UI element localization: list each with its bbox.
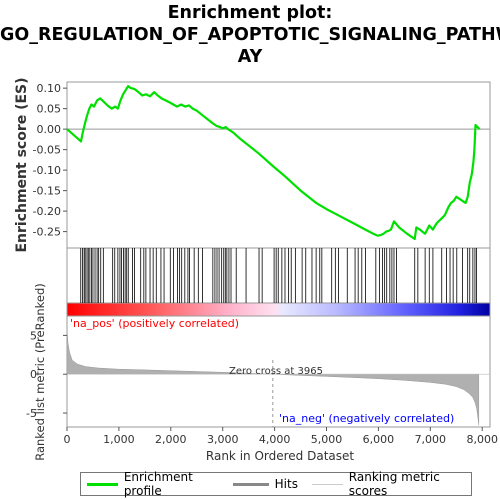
x-ticks: 0 1,000 2,000 3,000 4,000 5,000 6,000 7,000 8,00… [64, 427, 498, 446]
legend-ranking: Ranking metric scores [311, 470, 463, 498]
legend-ranking-swatch [311, 483, 343, 485]
rank-metric-area [66, 329, 480, 426]
legend-hits: Hits [232, 477, 298, 491]
legend-enrichment-swatch [87, 482, 118, 486]
es-tick-label: 0.05 [37, 103, 62, 116]
x-tick-label: 5,000 [311, 433, 343, 446]
x-tick-label: 0 [64, 433, 71, 446]
rank-y-ticks: 5 0 -5 [26, 329, 67, 420]
es-tick-label: -0.15 [33, 185, 61, 198]
legend-hits-label: Hits [274, 477, 298, 491]
x-tick-label: 1,000 [103, 433, 135, 446]
chart-title-line-2: GO_REGULATION_OF_APOPTOTIC_SIGNALING_PAT… [0, 25, 500, 45]
rank-color-bar [66, 302, 491, 317]
legend-hits-swatch [232, 482, 269, 486]
enrichment-chart: 0.10 0.05 0.00 -0.05 -0.10 -0.15 -0.20 -0.25 5 0… [14, 77, 498, 463]
zero-cross-label: Zero cross at 3965 [229, 366, 323, 377]
es-tick-label: 0.00 [37, 123, 62, 136]
legend-ranking-label: Ranking metric scores [348, 470, 440, 498]
x-tick-label: 7,000 [415, 433, 447, 446]
rank-metric-series [66, 329, 490, 427]
legend-enrichment-label: Enrichment profile [123, 470, 193, 498]
rank-y-axis-label: Ranked list metric (PreRanked) [33, 283, 47, 461]
es-y-axis-label: Enrichment score (ES) [14, 77, 30, 252]
chart-title-line-3: AY [237, 47, 263, 67]
rank-tick-label: -5 [26, 407, 37, 420]
es-y-ticks: 0.10 0.05 0.00 -0.05 -0.10 -0.15 -0.20 -0.25 [33, 82, 67, 239]
x-axis-label: Rank in Ordered Dataset [206, 449, 354, 463]
pos-label: 'na_pos' (positively correlated) [70, 317, 239, 330]
es-tick-label: -0.25 [33, 226, 61, 239]
rank-tick-label: 0 [30, 368, 37, 381]
x-tick-label: 3,000 [207, 433, 239, 446]
es-tick-label: -0.05 [33, 144, 61, 157]
x-tick-label: 6,000 [363, 433, 395, 446]
chart-title: Enrichment plot: GO_REGULATION_OF_APOPTO… [0, 2, 500, 68]
x-tick-label: 2,000 [155, 433, 187, 446]
legend-enrichment-profile: Enrichment profile [87, 470, 219, 498]
legend: Enrichment profile Hits Ranking metric s… [80, 470, 472, 498]
es-tick-label: -0.20 [33, 205, 61, 218]
es-panel [66, 81, 491, 249]
chart-title-line-1: Enrichment plot: [167, 3, 333, 23]
x-tick-label: 8,000 [466, 433, 498, 446]
enrichment-profile-series [66, 84, 481, 241]
neg-label: 'na_neg' (negatively correlated) [279, 412, 454, 425]
x-tick-label: 4,000 [259, 433, 291, 446]
es-tick-label: 0.10 [37, 82, 62, 95]
hits-series [80, 248, 477, 303]
rank-tick-label: 5 [30, 329, 37, 342]
enrichment-profile-line [66, 84, 481, 241]
es-tick-label: -0.10 [33, 164, 61, 177]
